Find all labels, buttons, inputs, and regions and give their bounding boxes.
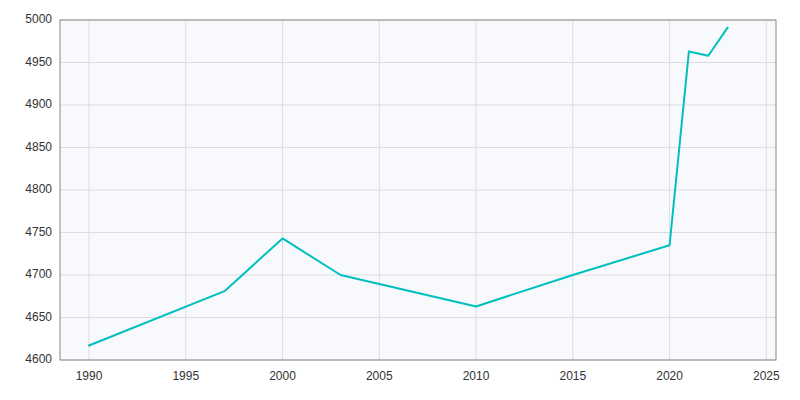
y-tick-label: 4850 — [25, 140, 52, 154]
chart: 4600 4650 4700 4750 4800 4850 4900 4950 5000 1990… — [0, 0, 800, 400]
y-grid-line — [60, 62, 776, 63]
y-tick-label: 4650 — [25, 310, 52, 324]
y-tick-label: 4950 — [25, 55, 52, 69]
y-tick-label: 4700 — [25, 267, 52, 281]
y-tick-label: 5000 — [25, 12, 52, 26]
y-tick-label: 4800 — [25, 182, 52, 196]
x-tick-label: 1995 — [172, 369, 199, 383]
y-grid-line — [60, 232, 776, 233]
y-grid-line — [60, 147, 776, 148]
y-tick-label: 4600 — [25, 352, 52, 366]
marks — [89, 28, 728, 346]
x-grid-line — [766, 20, 767, 360]
x-tick-label: 2010 — [463, 369, 490, 383]
plot-area — [60, 20, 776, 360]
x-grid-line — [89, 20, 90, 360]
plot-frame — [60, 20, 776, 360]
x-tick-label: 1990 — [76, 369, 103, 383]
y-grid-line — [60, 105, 776, 106]
x-tick-label: 2005 — [366, 369, 393, 383]
x-grid-line — [572, 20, 573, 360]
x-grid-line — [282, 20, 283, 360]
x-tick-label: 2000 — [269, 369, 296, 383]
y-grid-line — [60, 275, 776, 276]
y-tick-label: 4750 — [25, 225, 52, 239]
grid — [60, 20, 776, 360]
y-grid-line — [60, 317, 776, 318]
x-grid-line — [185, 20, 186, 360]
x-tick-label: 2015 — [559, 369, 586, 383]
x-grid-line — [669, 20, 670, 360]
x-tick-label: 2025 — [753, 369, 780, 383]
y-grid-line — [60, 190, 776, 191]
x-tick-label: 2020 — [656, 369, 683, 383]
tick-labels: 4600 4650 4700 4750 4800 4850 4900 4950 5000 1990… — [25, 12, 780, 383]
x-grid-line — [379, 20, 380, 360]
y-tick-label: 4900 — [25, 97, 52, 111]
x-grid-line — [476, 20, 477, 360]
line — [89, 28, 728, 346]
